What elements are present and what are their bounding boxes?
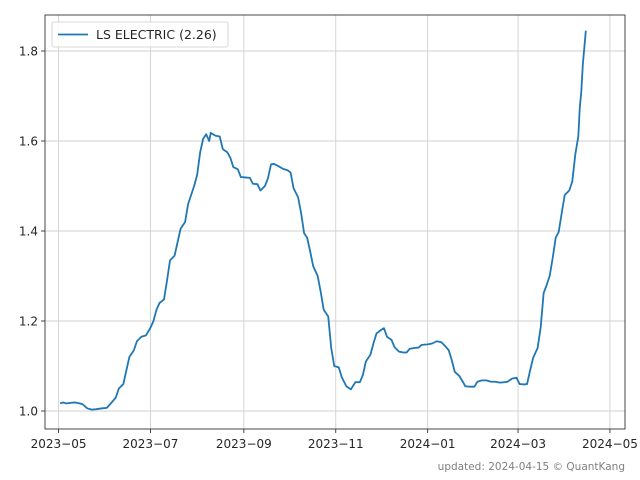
y-tick-label: 1.6 [19, 135, 38, 149]
x-tick-label: 2024−01 [400, 437, 456, 451]
footer-credit: updated: 2024-04-15 © QuantKang [437, 461, 625, 473]
y-tick-label: 1.2 [19, 315, 38, 329]
x-tick-label: 2023−07 [123, 437, 179, 451]
series-layer [59, 30, 587, 411]
plot-background [45, 15, 625, 429]
x-tick-label: 2024−05 [582, 437, 638, 451]
legend-label: LS ELECTRIC (2.26) [96, 27, 217, 42]
plot-frame [44, 14, 626, 430]
y-tick-label: 1.4 [19, 225, 38, 239]
axes: 2023−05 2023−07 2023−09 2023−11 2024−01 2024−… [19, 14, 638, 451]
legend: LS ELECTRIC (2.26) [51, 21, 229, 48]
grid-lines [45, 15, 625, 429]
y-tick-label: 1.8 [19, 45, 38, 59]
x-tick-label: 2024−03 [490, 437, 546, 451]
x-tick-label: 2023−05 [31, 437, 87, 451]
y-tick-label: 1.0 [19, 405, 38, 419]
x-tick-label: 2023−11 [308, 437, 364, 451]
series-line [59, 30, 587, 411]
x-tick-label: 2023−09 [216, 437, 272, 451]
legend-box [51, 21, 229, 48]
